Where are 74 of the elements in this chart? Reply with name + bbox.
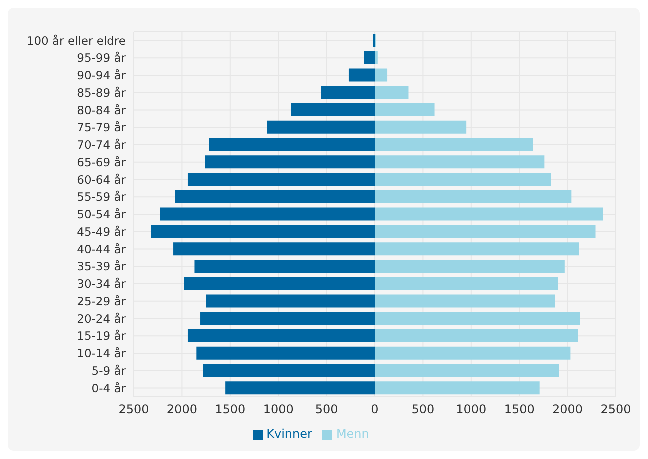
x-tick-label: 1000 (456, 402, 487, 417)
legend-label: Menn (336, 427, 370, 441)
bar (375, 312, 580, 326)
y-tick-label: 35-39 år (77, 260, 126, 274)
bar (375, 260, 565, 273)
bar (375, 225, 596, 238)
bar (291, 104, 375, 117)
x-tick-label: 1500 (504, 402, 535, 417)
y-tick-label: 65-69 år (77, 155, 126, 170)
bar (375, 346, 571, 360)
bar (203, 364, 375, 378)
bar (184, 277, 375, 290)
bar (321, 86, 375, 100)
bar (151, 225, 375, 238)
y-tick-label: 45-49 år (77, 224, 126, 239)
bar (375, 242, 580, 256)
bar (226, 382, 375, 395)
x-tick-label: 2500 (118, 402, 150, 417)
bar (200, 312, 375, 326)
y-tick-label: 5-9 år (92, 364, 126, 378)
y-tick-label: 40-44 år (77, 242, 126, 256)
y-tick-label: 55-59 år (77, 190, 126, 204)
x-tick-label: 2500 (600, 402, 632, 417)
bar (194, 260, 375, 273)
bar (209, 138, 375, 152)
bar (375, 68, 388, 82)
bar (375, 294, 556, 308)
bar (375, 208, 604, 221)
y-tick-label: 15-19 år (77, 329, 126, 344)
bar (188, 173, 375, 186)
bar (196, 346, 375, 360)
y-tick-label: 90-94 år (77, 68, 126, 83)
y-tick-label: 70-74 år (77, 138, 126, 152)
bar (348, 68, 375, 82)
bar (375, 104, 435, 117)
y-tick-label: 75-79 år (77, 120, 126, 135)
x-tick-label: 500 (315, 402, 338, 417)
x-tick-label: 2000 (552, 402, 584, 417)
y-tick-label: 0-4 år (92, 381, 126, 396)
bar (160, 208, 375, 221)
bar (205, 156, 375, 169)
y-tick-label: 50-54 år (77, 208, 126, 222)
y-tick-label: 100 år eller eldre (26, 34, 126, 48)
bar (188, 329, 375, 342)
bar (375, 329, 578, 342)
x-tick-label: 500 (412, 402, 435, 417)
bar (375, 382, 540, 395)
bar (175, 190, 375, 204)
bar (375, 190, 572, 204)
bar (375, 120, 467, 134)
bar (375, 156, 545, 169)
y-tick-label: 95-99 år (77, 51, 126, 66)
legend-label: Kvinner (266, 427, 312, 441)
bar (206, 294, 375, 308)
y-tick-label: 85-89 år (77, 86, 126, 100)
bar (375, 51, 378, 64)
x-tick-label: 0 (371, 402, 379, 417)
x-tick-label: 1500 (215, 402, 246, 417)
x-tick-label: 2000 (166, 402, 198, 417)
bar (267, 120, 375, 134)
x-tick-label: 1000 (263, 402, 294, 417)
bar (375, 277, 558, 290)
bar (375, 173, 552, 186)
y-tick-label: 10-14 år (77, 346, 126, 361)
bar (375, 138, 534, 152)
y-tick-label: 20-24 år (77, 312, 126, 326)
bar (375, 364, 560, 378)
bar (364, 51, 375, 64)
y-tick-label: 80-84 år (77, 103, 126, 118)
bar (174, 242, 375, 256)
y-tick-label: 60-64 år (77, 172, 126, 187)
y-tick-label: 25-29 år (77, 294, 126, 308)
bar (375, 86, 409, 100)
y-tick-label: 30-34 år (77, 277, 126, 292)
